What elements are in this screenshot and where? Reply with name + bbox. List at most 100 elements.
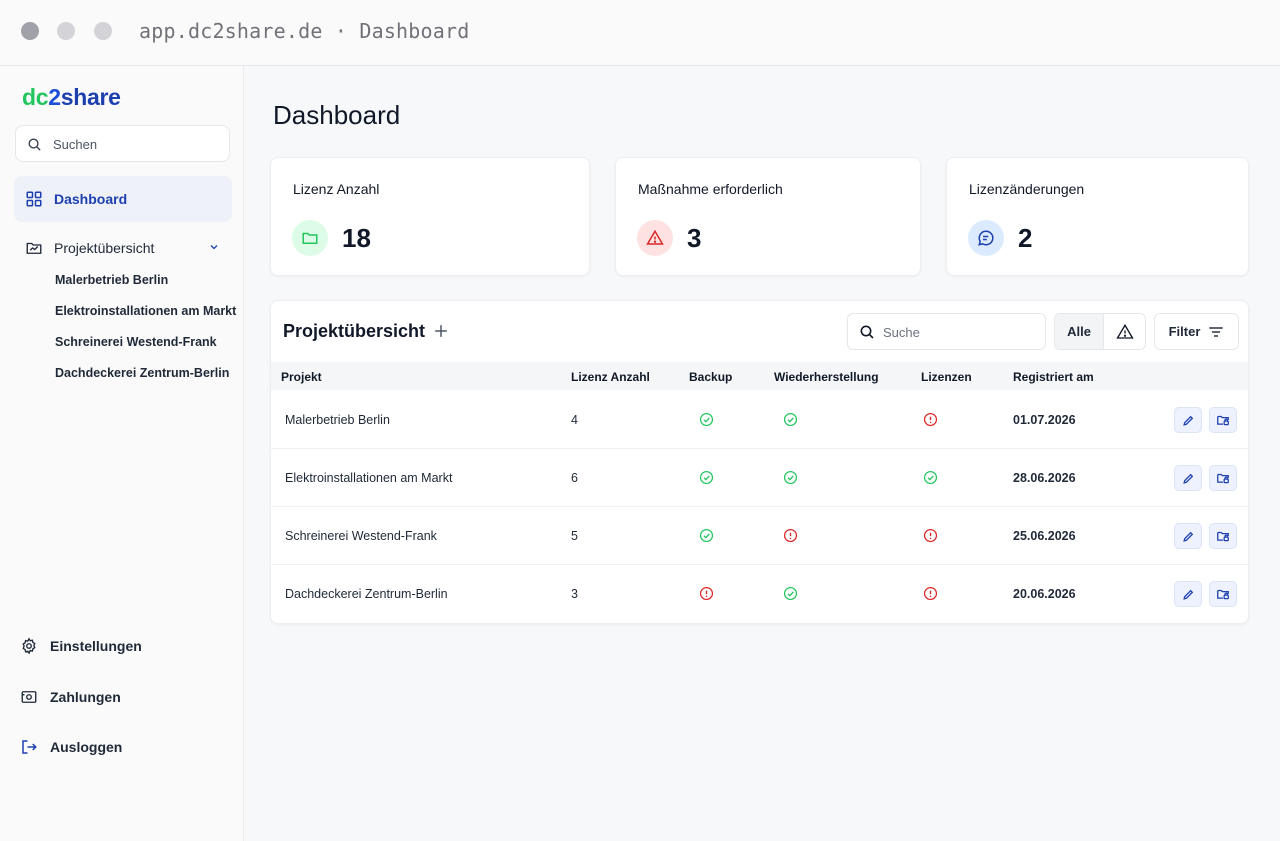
check-circle-icon (783, 586, 798, 601)
stat-value: 18 (342, 223, 371, 253)
grid-icon (26, 191, 42, 207)
folder-chart-icon (26, 242, 42, 254)
sidebar-item-payments[interactable]: Zahlungen (20, 685, 121, 709)
pencil-icon (1182, 531, 1193, 542)
check-circle-icon (699, 412, 714, 427)
col-header-lizenzen[interactable]: Lizenzen (921, 370, 972, 384)
col-header-restore[interactable]: Wiederherstellung (774, 370, 879, 384)
filter-lines-icon (1209, 326, 1224, 337)
status-segmented-control: Alle (1054, 313, 1146, 350)
registered-date-cell: 25.06.2026 (1013, 529, 1076, 543)
window-close-button[interactable] (21, 22, 39, 40)
edit-button[interactable] (1174, 523, 1202, 549)
stat-card-action-required[interactable]: Maßnahme erforderlich 3 (615, 157, 921, 276)
open-folder-button[interactable] (1209, 523, 1237, 549)
open-folder-button[interactable] (1209, 581, 1237, 607)
check-circle-icon (783, 470, 798, 485)
address-bar[interactable]: app.dc2share.de · Dashboard (139, 19, 470, 43)
project-name-cell[interactable]: Dachdeckerei Zentrum-Berlin (285, 587, 448, 601)
sidebar: dc2share Dashboard Projektübersicht Male… (0, 66, 244, 841)
sidebar-item-label: Projektübersicht (54, 240, 155, 256)
filter-warning-button[interactable] (1104, 314, 1145, 349)
warning-icon (1115, 323, 1134, 339)
folder-lock-icon (1217, 531, 1229, 542)
sidebar-subitem-elektro[interactable]: Elektroinstallationen am Markt (55, 304, 237, 318)
add-project-button[interactable] (431, 321, 451, 341)
stat-title: Lizenzänderungen (969, 181, 1085, 197)
registered-date-cell: 28.06.2026 (1013, 471, 1076, 485)
sidebar-item-label: Einstellungen (50, 638, 142, 654)
open-folder-button[interactable] (1209, 407, 1237, 433)
folder-lock-icon (1217, 473, 1229, 484)
edit-button[interactable] (1174, 407, 1202, 433)
check-circle-icon (699, 470, 714, 485)
logo[interactable]: dc2share (22, 84, 121, 111)
project-name-cell[interactable]: Malerbetrieb Berlin (285, 413, 390, 427)
stat-card-license-changes[interactable]: Lizenzänderungen 2 (946, 157, 1249, 276)
col-header-project[interactable]: Projekt (281, 370, 322, 384)
table-row[interactable]: Elektroinstallationen am Markt 6 28.06.202… (271, 449, 1248, 507)
error-circle-icon (783, 528, 798, 543)
sidebar-item-label: Dashboard (54, 191, 128, 207)
col-header-registered[interactable]: Registriert am (1013, 370, 1094, 384)
search-icon (28, 138, 41, 151)
sidebar-search-input[interactable] (53, 134, 223, 154)
stat-title: Maßnahme erforderlich (638, 181, 783, 197)
stat-value: 3 (687, 223, 702, 253)
edit-button[interactable] (1174, 465, 1202, 491)
sidebar-item-label: Zahlungen (50, 689, 121, 705)
pencil-icon (1182, 589, 1193, 600)
col-header-licenses[interactable]: Lizenz Anzahl (571, 370, 650, 384)
warning-icon (637, 220, 673, 256)
registered-date-cell: 01.07.2026 (1013, 413, 1076, 427)
logout-icon (22, 740, 37, 754)
check-circle-icon (923, 470, 938, 485)
table-header: Projekt Lizenz Anzahl Backup Wiederherst… (271, 362, 1248, 390)
table-row[interactable]: Schreinerei Westend-Frank 5 25.06.2026 (271, 507, 1248, 565)
error-circle-icon (923, 412, 938, 427)
sidebar-item-projects[interactable]: Projektübersicht (14, 225, 232, 271)
col-header-backup[interactable]: Backup (689, 370, 733, 384)
filter-button[interactable]: Filter (1154, 313, 1239, 350)
window-minimize-button[interactable] (57, 22, 75, 40)
chevron-down-icon[interactable] (208, 241, 220, 253)
sidebar-subitem-schreinerei[interactable]: Schreinerei Westend-Frank (55, 335, 217, 349)
window-maximize-button[interactable] (94, 22, 112, 40)
search-icon (860, 325, 874, 339)
table-row[interactable]: Dachdeckerei Zentrum-Berlin 3 20.06.2026 (271, 565, 1248, 623)
sidebar-item-label: Ausloggen (50, 739, 123, 755)
panel-title: Projektübersicht (283, 321, 426, 341)
browser-titlebar: app.dc2share.de · Dashboard (0, 0, 1280, 66)
gear-icon (22, 637, 36, 655)
sidebar-item-settings[interactable]: Einstellungen (20, 634, 142, 658)
license-count-cell: 5 (571, 529, 578, 543)
project-name-cell[interactable]: Elektroinstallationen am Markt (285, 471, 453, 485)
stat-value: 2 (1018, 223, 1033, 253)
logo-part-dc: dc (22, 84, 49, 110)
folder-lock-icon (1217, 415, 1229, 426)
open-folder-button[interactable] (1209, 465, 1237, 491)
sidebar-subitem-malerbetrieb[interactable]: Malerbetrieb Berlin (55, 273, 169, 287)
sidebar-subitem-dachdeckerei[interactable]: Dachdeckerei Zentrum-Berlin (55, 366, 230, 380)
folder-icon (292, 220, 328, 256)
error-circle-icon (923, 528, 938, 543)
folder-lock-icon (1217, 589, 1229, 600)
stat-card-licenses[interactable]: Lizenz Anzahl 18 (270, 157, 590, 276)
table-row[interactable]: Malerbetrieb Berlin 4 01.07.2026 (271, 391, 1248, 449)
edit-button[interactable] (1174, 581, 1202, 607)
check-circle-icon (783, 412, 798, 427)
filter-label: Filter (1168, 324, 1201, 339)
money-icon (21, 691, 37, 703)
project-name-cell[interactable]: Schreinerei Westend-Frank (285, 529, 437, 543)
page-title: Dashboard (273, 100, 401, 130)
sidebar-item-logout[interactable]: Ausloggen (20, 735, 122, 759)
license-count-cell: 3 (571, 587, 578, 601)
table-search-input[interactable] (883, 322, 1033, 342)
sidebar-item-dashboard[interactable]: Dashboard (14, 176, 232, 222)
logo-part-share: share (60, 84, 121, 110)
stat-title: Lizenz Anzahl (293, 181, 380, 197)
registered-date-cell: 20.06.2026 (1013, 587, 1076, 601)
pencil-icon (1182, 473, 1193, 484)
filter-all-button[interactable]: Alle (1055, 314, 1104, 349)
chat-icon (968, 220, 1004, 256)
